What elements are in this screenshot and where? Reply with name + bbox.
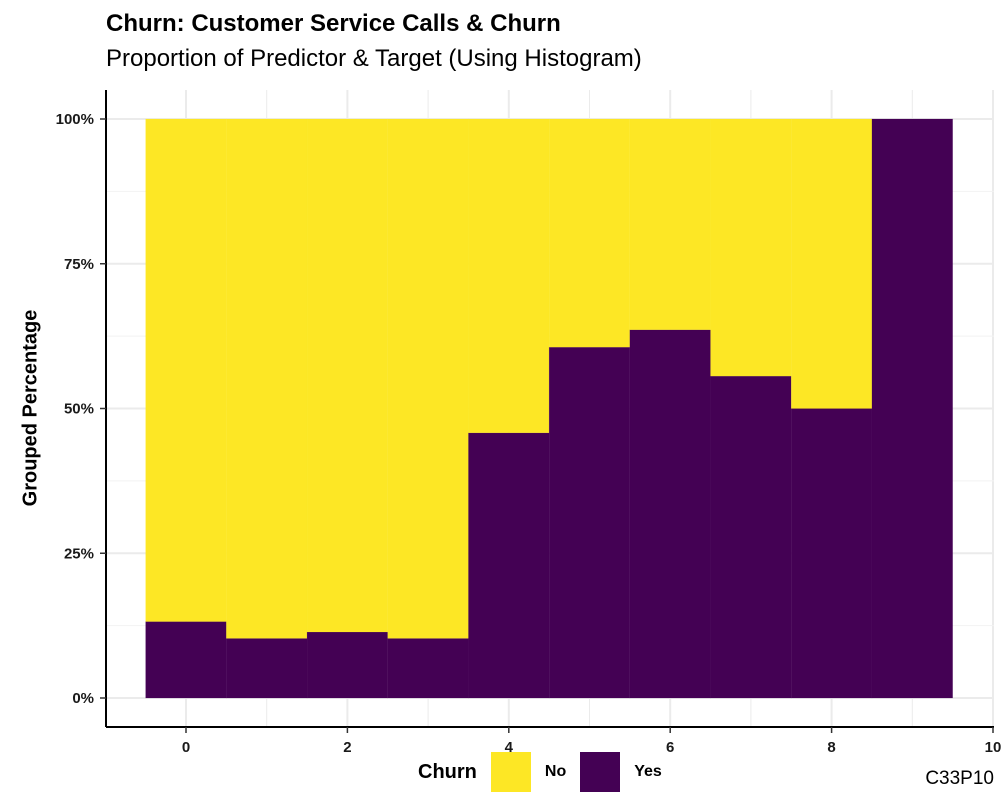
x-tick-label: 2 [343, 739, 351, 756]
bar-no-5 [548, 118, 631, 348]
bar-yes-7 [710, 375, 792, 699]
bar-no-0 [145, 118, 227, 622]
legend-key-yes [580, 752, 621, 792]
bar-yes-8 [791, 408, 873, 699]
y-axis-title: Grouped Percentage [19, 310, 41, 507]
legend-item-no: No [490, 752, 567, 792]
legend-item-yes: Yes [580, 752, 662, 792]
bar-yes-2 [306, 631, 388, 699]
bar-yes-6 [629, 329, 711, 699]
bar-yes-1 [226, 638, 308, 699]
legend: Churn No Yes [418, 752, 676, 792]
y-tick-label: 25% [64, 545, 94, 562]
y-tick-label: 100% [56, 111, 94, 128]
legend-title: Churn [418, 760, 477, 783]
bar-no-2 [306, 118, 388, 633]
legend-key-no [490, 752, 531, 792]
ticks: 0 2 4 6 8 100%25%50%75%100% [56, 111, 1002, 756]
y-tick-label: 0% [72, 690, 94, 707]
x-tick-label: 10 [985, 739, 1002, 756]
bar-yes-9 [871, 118, 953, 699]
legend-label-yes: Yes [634, 763, 662, 780]
bar-no-1 [226, 118, 308, 639]
y-tick-label: 50% [64, 401, 94, 418]
bar-no-3 [387, 118, 469, 639]
bar-no-6 [629, 118, 711, 331]
bar-yes-4 [468, 432, 550, 699]
bars [145, 118, 953, 699]
bar-no-7 [710, 118, 792, 377]
x-tick-label: 6 [666, 739, 674, 756]
bar-yes-3 [387, 638, 469, 699]
chart-subtitle: Proportion of Predictor & Target (Using … [106, 45, 642, 72]
x-tick-label: 8 [827, 739, 835, 756]
bar-no-4 [468, 118, 550, 434]
bar-yes-0 [145, 621, 227, 699]
bar-no-8 [791, 118, 873, 409]
y-tick-label: 75% [64, 256, 94, 273]
x-tick-label: 0 [182, 739, 190, 756]
caption: C33P10 [925, 768, 994, 789]
x-tick-label: 4 [505, 739, 514, 756]
chart-title: Churn: Customer Service Calls & Churn [106, 10, 561, 37]
legend-label-no: No [544, 763, 567, 780]
bar-yes-5 [548, 346, 631, 699]
